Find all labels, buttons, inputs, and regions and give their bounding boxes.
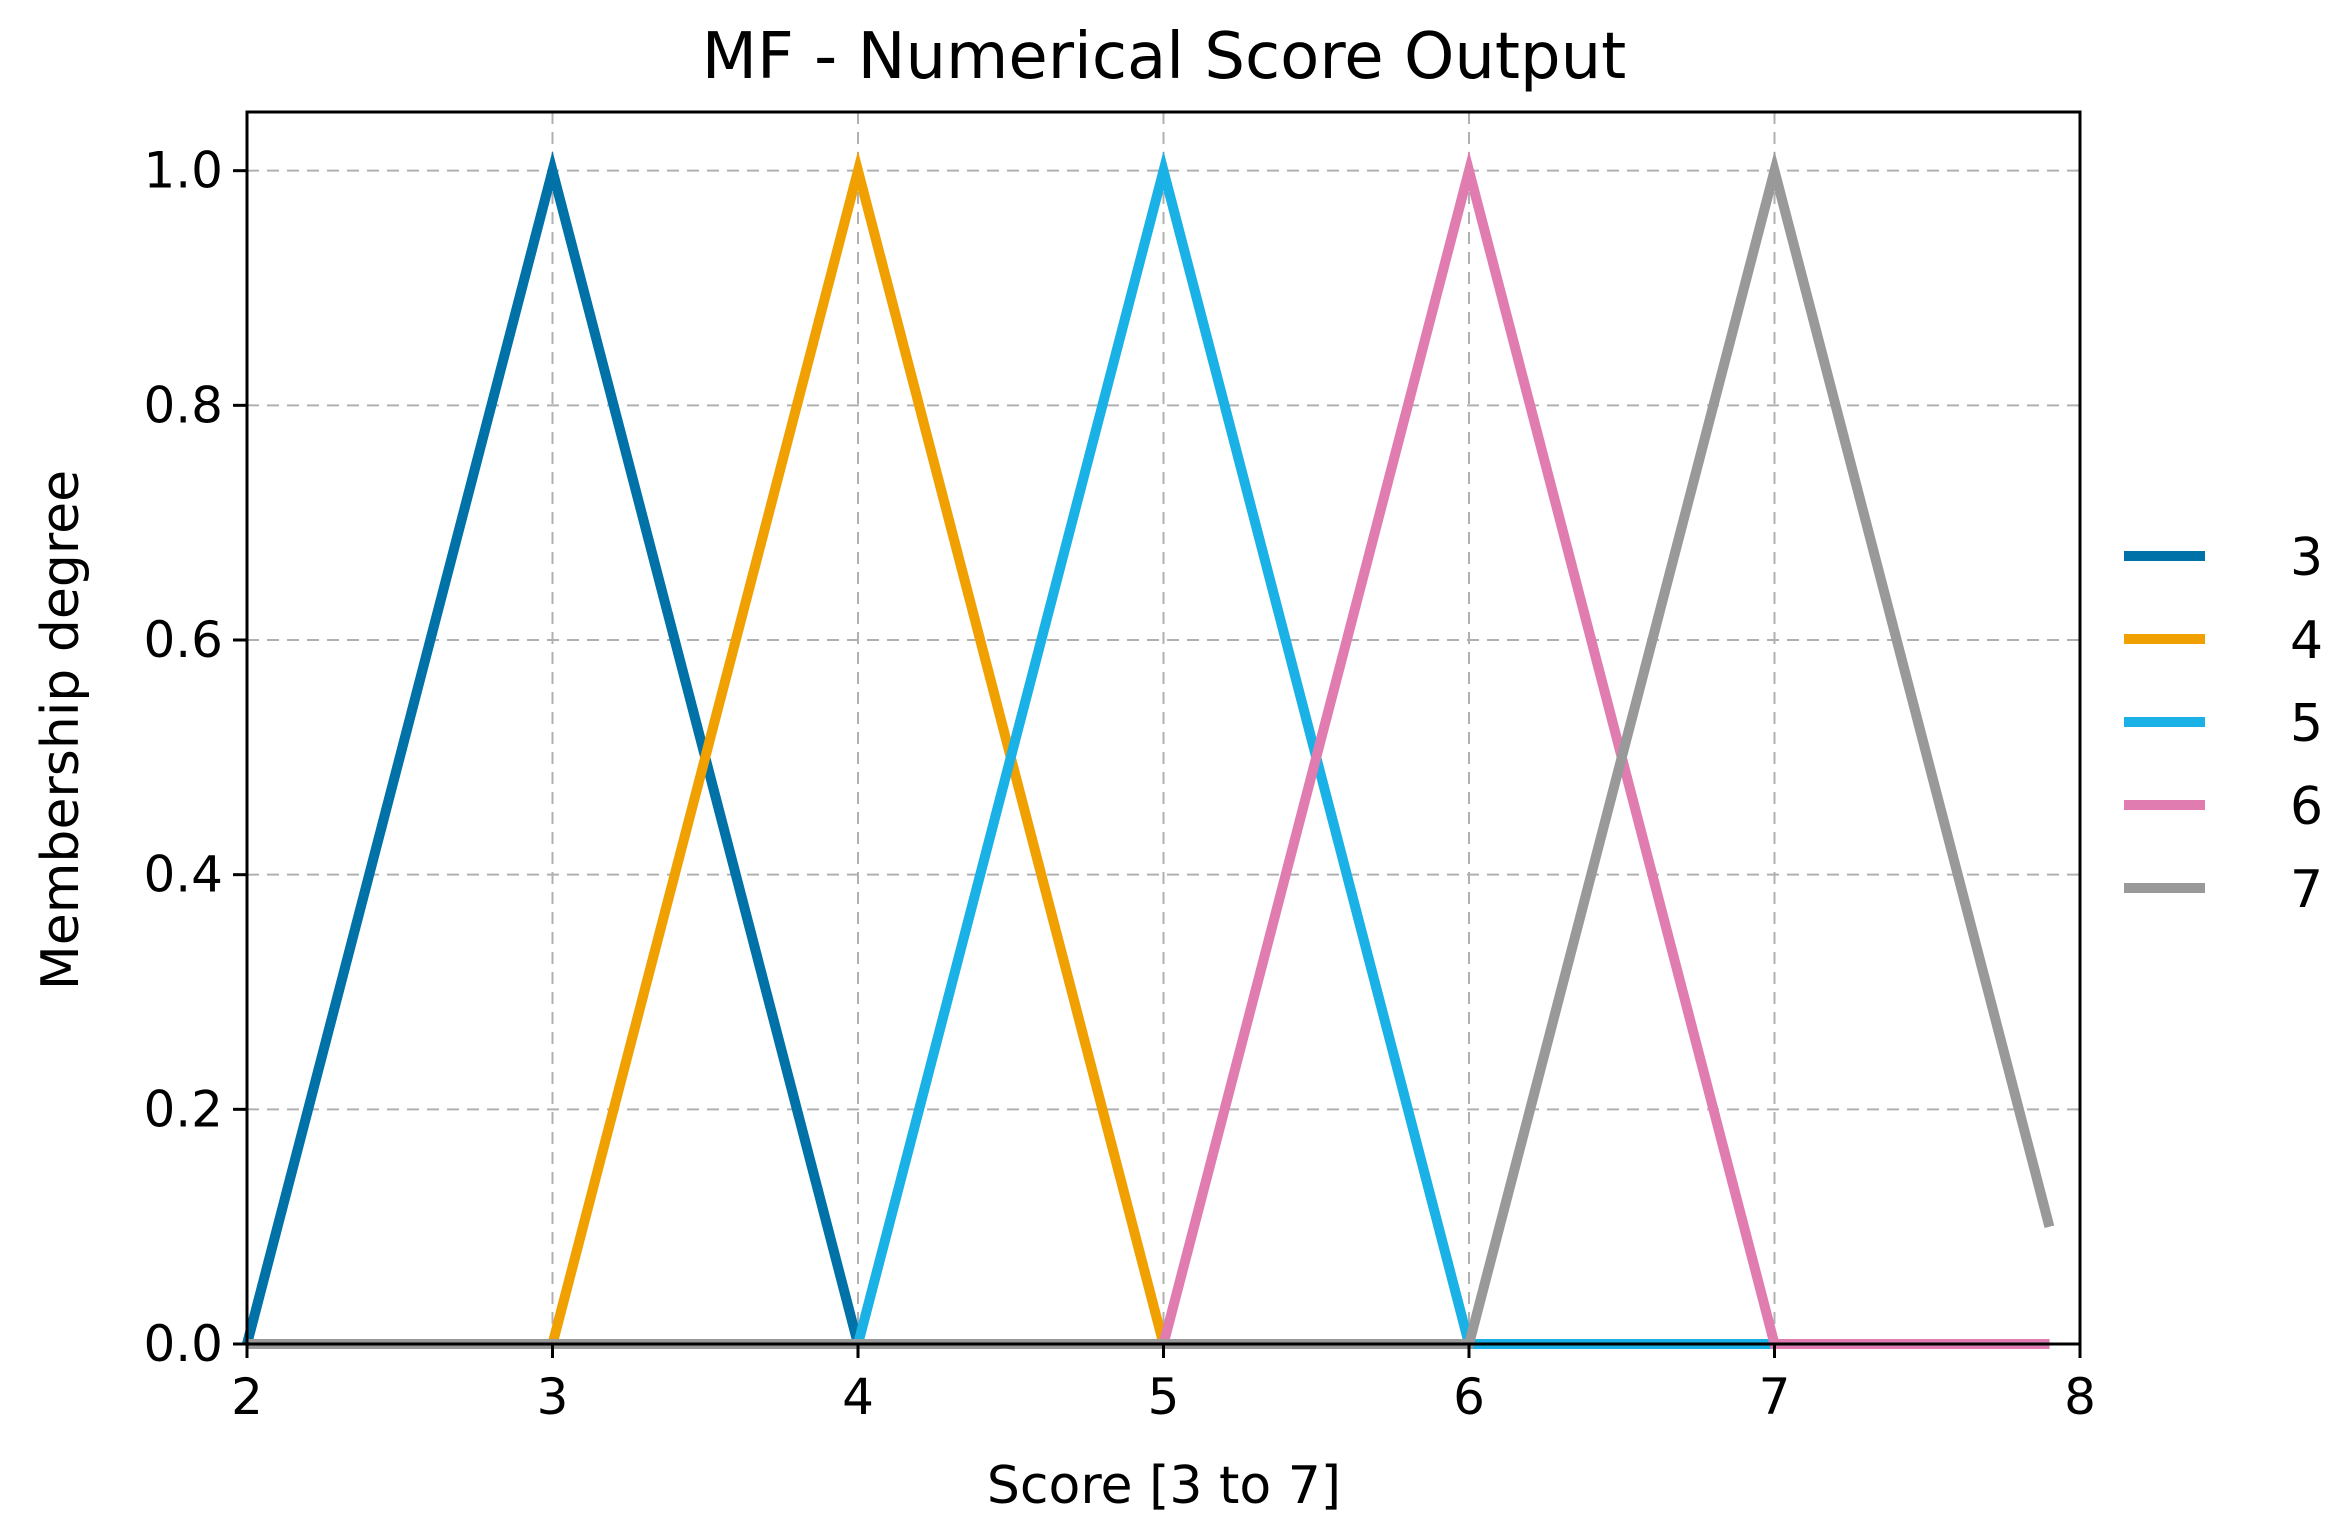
- y-tick-label: 0.0: [143, 1315, 223, 1373]
- legend-label-4: 4: [2290, 611, 2323, 671]
- series-line-7: [247, 150, 2055, 1349]
- series-line-4: [247, 150, 2050, 1349]
- series-line-5: [247, 150, 2050, 1349]
- legend-label-5: 5: [2290, 694, 2323, 754]
- chart-title: MF - Numerical Score Output: [702, 20, 1627, 94]
- x-tick-label: 4: [842, 1368, 874, 1426]
- legend-label-7: 7: [2290, 860, 2323, 920]
- legend-label-3: 3: [2290, 528, 2323, 588]
- x-axis-title: Score [3 to 7]: [987, 1456, 1341, 1516]
- series-line-6: [247, 150, 2050, 1349]
- y-axis-title: Membership degree: [31, 470, 91, 990]
- x-tick-label: 2: [231, 1368, 263, 1426]
- x-axis-ticks: 2 3 4 5 6 7 8: [231, 1344, 2096, 1426]
- y-tick-label: 0.6: [143, 611, 223, 669]
- y-tick-label: 1.0: [143, 142, 223, 200]
- x-tick-label: 8: [2064, 1368, 2096, 1426]
- legend: 3 4 5 6 7: [2124, 528, 2323, 920]
- y-axis-ticks: 0.0 0.2 0.4 0.6 0.8 1.0: [143, 142, 247, 1373]
- series-lines: [242, 150, 2055, 1349]
- x-tick-label: 3: [537, 1368, 569, 1426]
- y-tick-label: 0.2: [143, 1080, 223, 1138]
- y-tick-label: 0.4: [143, 846, 223, 904]
- x-tick-label: 7: [1759, 1368, 1791, 1426]
- y-tick-label: 0.8: [143, 376, 223, 434]
- series-line-3: [242, 150, 2050, 1349]
- legend-label-6: 6: [2290, 777, 2323, 837]
- x-tick-label: 6: [1453, 1368, 1485, 1426]
- x-tick-label: 5: [1148, 1368, 1180, 1426]
